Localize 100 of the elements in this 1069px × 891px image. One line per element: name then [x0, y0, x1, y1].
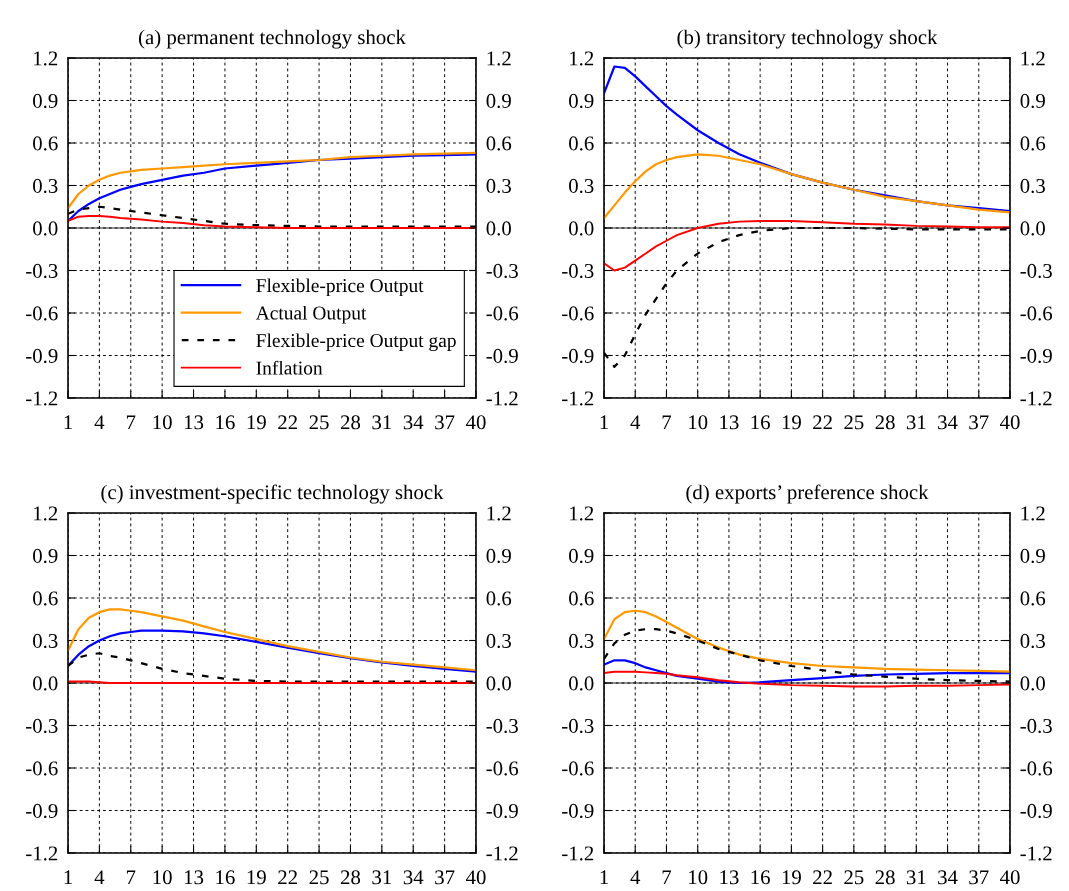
y-tick-label: 0.3: [569, 633, 594, 649]
legend-label: Inflation: [256, 360, 323, 375]
x-tick-label: 13: [720, 415, 739, 430]
y-tick-label: -0.3: [562, 263, 594, 279]
x-tick-label: 40: [999, 870, 1020, 885]
x-tick-label: 22: [813, 870, 832, 885]
x-tick-label: 10: [689, 415, 708, 430]
y2-tick-label: -0.3: [1020, 263, 1052, 279]
chart-title: (c) investment-specific technology shock: [101, 484, 444, 504]
y2-tick-label: 0.3: [486, 633, 511, 649]
x-tick-label: 19: [782, 870, 801, 885]
y2-tick-label: 0.3: [1020, 633, 1045, 649]
y-tick-label: -1.2: [26, 391, 58, 406]
x-tick-label: 22: [813, 415, 832, 430]
y2-tick-label: 1.2: [487, 51, 511, 66]
x-tick-label: 31: [906, 415, 926, 430]
y-tick-label: -1.2: [562, 846, 594, 861]
y-tick-label: 0.0: [33, 221, 58, 236]
x-tick-label: 10: [689, 870, 708, 885]
x-tick-label: 25: [309, 870, 329, 885]
y-tick-label: 0.6: [33, 591, 58, 606]
x-tick-label: 4: [630, 415, 641, 430]
x-tick-label: 40: [999, 415, 1020, 430]
y2-tick-label: -1.2: [1020, 846, 1052, 861]
y2-tick-label: -0.3: [486, 263, 518, 279]
x-tick-label: 10: [153, 870, 172, 885]
x-tick-label: 25: [844, 870, 864, 885]
x-tick-label: 34: [403, 415, 424, 430]
y2-tick-label: -0.6: [486, 306, 519, 321]
x-tick-label: 4: [94, 870, 105, 885]
y-tick-label: 0.0: [33, 676, 58, 691]
y-tick-label: 0.3: [569, 178, 594, 194]
y-tick-label: -0.3: [26, 263, 58, 279]
chart-title: (d) exports’ preference shock: [686, 484, 929, 504]
chart-title: (b) transitory technology shock: [677, 29, 938, 49]
y2-tick-label: 0.0: [1020, 676, 1045, 691]
x-tick-label: 34: [938, 870, 958, 885]
y-tick-label: 0.3: [33, 633, 58, 649]
y-tick-label: 0.9: [33, 548, 58, 564]
y-tick-label: -0.3: [562, 718, 594, 734]
y2-tick-label: 1.2: [487, 506, 511, 521]
x-tick-label: 19: [247, 415, 266, 430]
x-tick-label: 1: [64, 870, 72, 885]
x-tick-label: 22: [278, 415, 297, 430]
x-tick-label: 13: [184, 870, 204, 885]
x-tick-label: 37: [969, 415, 989, 430]
x-tick-label: 7: [662, 415, 672, 430]
y-tick-label: -0.9: [562, 348, 594, 364]
x-tick-label: 40: [465, 415, 486, 430]
x-tick-label: 37: [969, 870, 989, 885]
x-tick-label: 25: [844, 415, 864, 430]
y2-tick-label: 0.6: [486, 591, 512, 606]
x-tick-label: 22: [278, 870, 297, 885]
x-tick-label: 31: [372, 415, 392, 430]
y2-tick-label: 0.9: [486, 93, 511, 109]
x-tick-label: 7: [126, 415, 136, 430]
y2-tick-label: -0.9: [486, 348, 518, 364]
legend-label: Actual Output: [255, 305, 367, 324]
x-tick-label: 1: [600, 415, 608, 430]
y-tick-label: 1.2: [34, 51, 58, 66]
x-tick-label: 16: [216, 870, 235, 885]
x-tick-label: 28: [340, 415, 361, 430]
x-tick-label: 4: [630, 870, 641, 885]
y-tick-label: 0.0: [569, 221, 594, 236]
y-tick-label: 0.6: [569, 591, 594, 606]
y2-tick-label: -1.2: [1020, 391, 1052, 406]
y-tick-label: -0.6: [562, 306, 594, 321]
y2-tick-label: 0.3: [486, 178, 511, 194]
y-tick-label: 0.0: [569, 676, 594, 691]
y-tick-label: -0.9: [26, 803, 58, 819]
y2-tick-label: 0.3: [1020, 178, 1045, 194]
y-tick-label: -1.2: [26, 846, 58, 861]
x-tick-label: 34: [938, 415, 958, 430]
x-tick-label: 37: [435, 415, 455, 430]
chart-title: (a) permanent technology shock: [138, 29, 406, 49]
y-tick-label: -0.3: [26, 718, 58, 734]
y2-tick-label: 0.6: [486, 136, 512, 151]
y-tick-label: -0.6: [562, 761, 594, 776]
y2-tick-label: -0.3: [486, 718, 518, 734]
x-tick-label: 19: [782, 415, 801, 430]
y-tick-label: 0.3: [33, 178, 58, 194]
x-tick-label: 7: [662, 870, 672, 885]
y2-tick-label: 0.9: [1020, 548, 1045, 564]
x-tick-label: 1: [64, 415, 72, 430]
y2-tick-label: -0.9: [486, 803, 518, 819]
y2-tick-label: 0.0: [486, 676, 511, 691]
y2-tick-label: -0.9: [1020, 348, 1052, 364]
y-tick-label: -0.9: [26, 348, 58, 364]
x-tick-label: 13: [720, 870, 739, 885]
y2-tick-label: 0.0: [1020, 221, 1045, 236]
legend-label: Flexible-price Output gap: [256, 333, 456, 352]
x-tick-label: 4: [94, 415, 105, 430]
x-tick-label: 16: [216, 415, 235, 430]
y-tick-label: -0.6: [26, 761, 58, 776]
y2-tick-label: 0.9: [1020, 93, 1045, 109]
x-tick-label: 13: [184, 415, 204, 430]
y-tick-label: 1.2: [570, 506, 594, 521]
y-tick-label: -0.9: [562, 803, 594, 819]
x-tick-label: 19: [247, 870, 266, 885]
x-tick-label: 37: [435, 870, 455, 885]
